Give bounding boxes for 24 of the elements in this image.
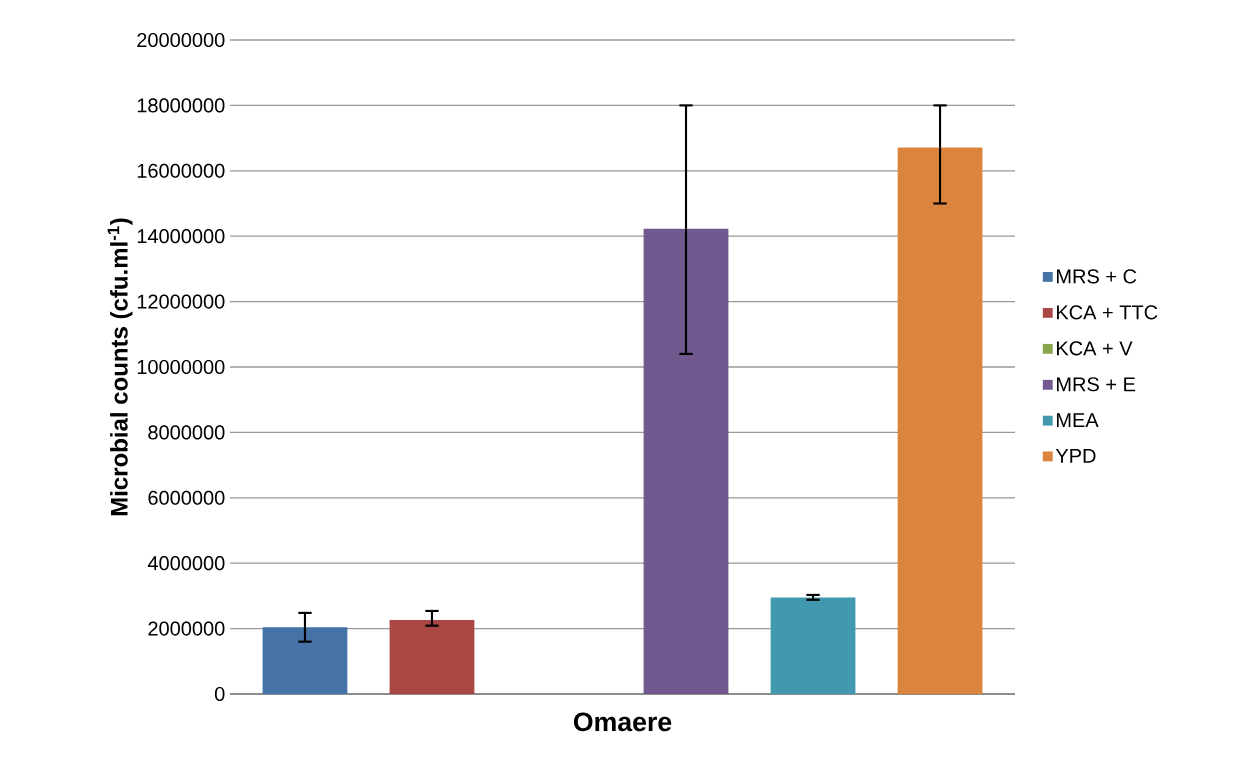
bar	[770, 597, 856, 694]
y-tick-label: 0	[214, 686, 225, 702]
x-tick-label: Omaere	[573, 712, 672, 732]
y-axis-title: Microbial counts (cfu.ml$^{-1}$)	[107, 218, 133, 516]
legend-label: MEA	[1056, 413, 1099, 427]
bar	[262, 627, 348, 694]
y-tick-label: 6000000	[148, 490, 225, 505]
legend-label: YPD	[1055, 448, 1096, 463]
legend-label: MRS + C	[1056, 269, 1137, 284]
bar	[643, 228, 729, 694]
y-tick-label: 4000000	[147, 556, 225, 571]
legend-label: KCA + V	[1056, 341, 1133, 356]
y-tick-label: 20000000	[137, 32, 225, 48]
y-tick-label: 12000000	[137, 294, 225, 309]
bar	[897, 147, 983, 694]
legend-label: MRS + E	[1056, 377, 1136, 392]
y-tick-label: 16000000	[137, 163, 225, 178]
y-tick-label: 2000000	[148, 621, 225, 636]
legend-label: KCA + TTC	[1056, 305, 1158, 320]
bar	[389, 620, 475, 694]
y-tick-label: 18000000	[137, 98, 225, 113]
y-tick-label: 8000000	[148, 425, 225, 440]
y-tick-label: 10000000	[137, 359, 225, 375]
y-tick-label: 14000000	[137, 229, 225, 244]
